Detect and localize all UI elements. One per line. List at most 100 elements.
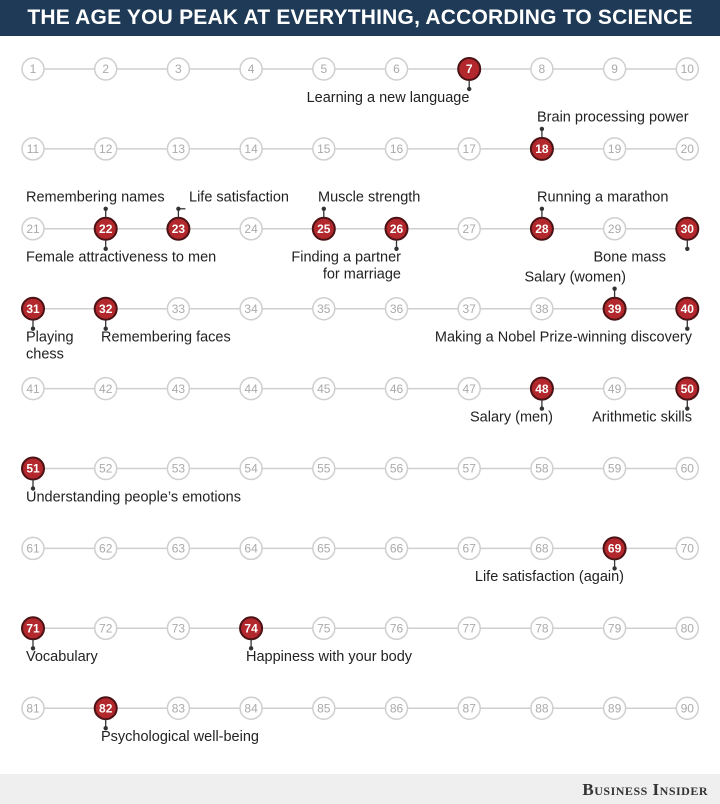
- connector-dot: [612, 286, 617, 291]
- age-circle: [457, 696, 481, 720]
- connector-dot: [685, 406, 690, 411]
- age-circle: [602, 137, 627, 161]
- age-number: 64: [244, 542, 258, 556]
- connector-dot: [30, 646, 36, 651]
- age-circle: [166, 296, 191, 321]
- connector-dot: [103, 206, 108, 211]
- age-circle: [93, 57, 118, 81]
- peak-label: Vocabulary: [26, 649, 98, 665]
- age-number: 87: [463, 701, 477, 715]
- age-number: 33: [172, 302, 186, 316]
- age-circle: [166, 616, 191, 641]
- peak-label: Finding a partner: [291, 250, 401, 266]
- peak-label: Brain processing power: [537, 110, 689, 126]
- connector-dot: [539, 406, 545, 411]
- age-circle: [239, 57, 263, 81]
- age-circle: [312, 536, 336, 561]
- age-number: 71: [26, 621, 40, 635]
- age-number: 12: [99, 142, 113, 156]
- age-circle: [602, 696, 627, 720]
- age-number: 83: [172, 701, 186, 715]
- peak-label: Remembering faces: [101, 330, 231, 346]
- peak-label: Making a Nobel Prize-winning discovery: [435, 330, 693, 346]
- age-number: 59: [608, 462, 622, 476]
- age-number: 89: [608, 701, 622, 715]
- age-circle: [530, 296, 554, 321]
- age-circle: [530, 696, 554, 720]
- peak-label: Life satisfaction (again): [475, 569, 624, 585]
- age-number: 11: [27, 142, 40, 156]
- age-circle: [457, 456, 481, 481]
- age-circle: [384, 137, 409, 161]
- age-circle: [675, 536, 700, 561]
- age-circle: [239, 696, 263, 720]
- peak-label: Psychological well-being: [101, 729, 259, 745]
- age-circle: [166, 456, 191, 481]
- age-number: 82: [99, 701, 113, 715]
- age-number: 18: [535, 142, 549, 156]
- brand: Business Insider: [582, 780, 708, 799]
- age-number: 14: [244, 142, 258, 156]
- age-number: 70: [681, 542, 695, 556]
- age-circle: [166, 536, 191, 561]
- age-number: 7: [466, 62, 473, 76]
- age-circle: [602, 217, 627, 241]
- connector-dot: [539, 126, 545, 132]
- age-circle: [530, 536, 554, 561]
- age-circle: [93, 616, 118, 641]
- age-number: 60: [681, 462, 695, 476]
- age-number: 31: [26, 302, 40, 316]
- age-number: 10: [681, 62, 695, 76]
- age-circle: [457, 376, 481, 401]
- age-circle: [675, 616, 700, 641]
- age-number: 19: [608, 142, 622, 156]
- age-circle: [457, 536, 481, 561]
- age-number: 30: [681, 222, 695, 236]
- age-number: 24: [244, 222, 258, 236]
- age-circle: [602, 57, 627, 81]
- age-circle: [239, 376, 263, 401]
- title: THE AGE YOU PEAK AT EVERYTHING, ACCORDIN…: [27, 6, 693, 29]
- age-circle: [312, 296, 336, 321]
- peak-label: Female attractiveness to men: [26, 250, 216, 266]
- age-circle: [312, 376, 336, 401]
- age-circle: [384, 456, 409, 481]
- age-number: 50: [681, 382, 695, 396]
- age-circle: [93, 376, 118, 401]
- peak-label: Salary (women): [524, 270, 626, 286]
- age-number: 80: [681, 621, 695, 635]
- age-circle: [457, 137, 481, 161]
- peak-label: for marriage: [323, 267, 401, 283]
- age-circle: [166, 376, 191, 401]
- peak-label: Bone mass: [593, 250, 666, 266]
- connector-dot: [539, 206, 545, 211]
- age-number: 29: [608, 222, 622, 236]
- age-circle: [312, 137, 336, 161]
- age-number: 88: [535, 701, 549, 715]
- age-circle: [166, 696, 191, 720]
- peak-label: Arithmetic skills: [592, 409, 692, 425]
- age-number: 85: [317, 701, 331, 715]
- age-number: 69: [608, 542, 622, 556]
- age-circle: [21, 696, 45, 720]
- age-number: 66: [390, 542, 404, 556]
- age-number: 90: [681, 701, 695, 715]
- age-number: 61: [26, 542, 40, 556]
- age-number: 47: [463, 382, 477, 396]
- age-number: 49: [608, 382, 622, 396]
- age-number: 40: [681, 302, 695, 316]
- age-number: 53: [172, 462, 186, 476]
- age-number: 36: [390, 302, 404, 316]
- age-number: 67: [463, 542, 477, 556]
- age-number: 25: [317, 222, 331, 236]
- peak-label: Happiness with your body: [246, 649, 413, 665]
- connector-dot: [467, 86, 472, 92]
- age-number: 63: [172, 542, 186, 556]
- age-number: 58: [535, 462, 549, 476]
- age-number: 72: [99, 621, 113, 635]
- age-circle: [457, 616, 481, 641]
- age-circle: [239, 456, 263, 481]
- age-number: 73: [172, 621, 186, 635]
- age-number: 79: [608, 621, 622, 635]
